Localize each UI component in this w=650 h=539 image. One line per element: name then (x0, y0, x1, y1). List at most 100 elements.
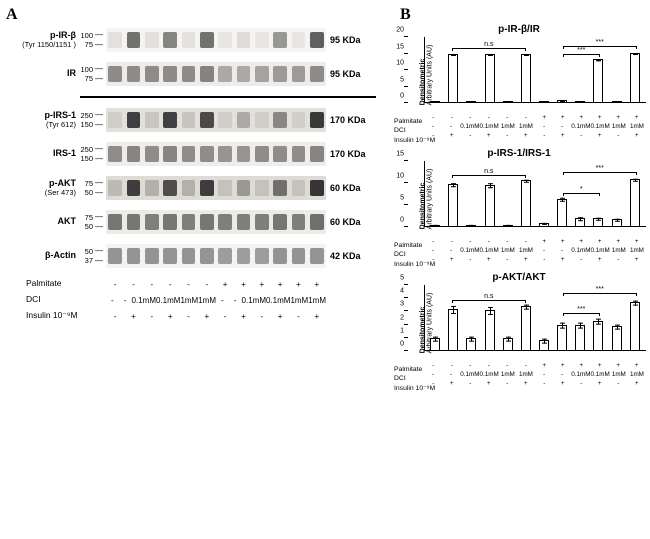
blot-band (145, 66, 159, 82)
error-bar (490, 184, 491, 188)
condition-cell: + (554, 256, 573, 263)
error-bar (598, 319, 599, 324)
blot-band (145, 32, 159, 48)
condition-cell: 0.1mM (460, 123, 479, 130)
condition-cell: - (424, 114, 443, 121)
error-bar (617, 218, 618, 222)
mw-markers: 7550 (80, 178, 106, 197)
condition-label: Palmitate (26, 278, 118, 288)
y-tick (404, 86, 408, 87)
condition-cell: - (119, 296, 132, 305)
panel-b-letter: B (394, 6, 644, 24)
chart-conditions: Palmitate------++++++DCI--0.1mM0.1mM1mM1… (424, 113, 646, 140)
condition-cell: - (609, 132, 628, 139)
chart-bar (539, 223, 549, 227)
error-bar (562, 323, 563, 328)
chart-bar (430, 225, 440, 227)
condition-cell: + (591, 132, 610, 139)
chart-title: p-IR-β/IR (394, 24, 644, 35)
chart-bars (424, 161, 646, 227)
condition-label: Insulin 10⁻⁹M (394, 136, 424, 144)
blot-band (127, 180, 141, 196)
error-bar (598, 217, 599, 221)
condition-cell: - (517, 362, 536, 369)
chart-bar (503, 101, 513, 103)
y-tick-label: 20 (392, 27, 404, 34)
condition-label: Insulin 10⁻⁹M (26, 310, 118, 321)
condition-cell: 1mM (499, 371, 517, 378)
condition-cell: 0.1mM (460, 247, 479, 254)
chart-bar (593, 59, 603, 103)
condition-cell: + (572, 114, 591, 121)
condition-cell: + (535, 362, 554, 369)
blot-band (200, 32, 214, 48)
mw-markers: 250150 (80, 110, 106, 129)
blot-band (273, 214, 287, 230)
chart-area: DensitometricArbitrary Units (AU)012345n… (408, 285, 646, 361)
blot-band (182, 66, 196, 82)
chart-bar (466, 225, 476, 227)
chart-title: p-IRS-1/IRS-1 (394, 148, 644, 159)
condition-cell: - (517, 238, 536, 245)
blot-band (163, 112, 177, 128)
significance-label: *** (590, 286, 610, 293)
blot-band (127, 66, 141, 82)
condition-cell: - (609, 380, 628, 387)
condition-cell: - (553, 247, 571, 254)
blot-band (292, 146, 306, 162)
condition-cell: + (234, 312, 252, 321)
error-bar (580, 217, 581, 221)
y-tick-label: 0 (392, 217, 404, 224)
condition-cell: + (161, 312, 179, 321)
condition-cell: - (535, 380, 554, 387)
chart-bar (466, 338, 476, 351)
significance-bracket (452, 48, 526, 49)
condition-row: Insulin 10⁻⁹M-+-+-+-+-+-+ (424, 255, 646, 264)
blot-band (163, 180, 177, 196)
condition-cell: - (535, 123, 553, 130)
blot-band (237, 146, 251, 162)
condition-cell: - (480, 238, 499, 245)
kda-label: 42 KDa (326, 251, 378, 261)
blot-band (273, 248, 287, 264)
condition-cell: 0.1mM (480, 371, 499, 378)
condition-cell: 0.1mM (480, 247, 499, 254)
condition-cell: - (143, 312, 161, 321)
condition-cell: 0.1mM (266, 296, 290, 305)
blot-band (145, 146, 159, 162)
error-bar (526, 54, 527, 56)
blot-band (273, 146, 287, 162)
condition-cell: - (498, 256, 517, 263)
condition-cell: - (498, 362, 517, 369)
condition-cell: - (424, 362, 443, 369)
condition-cell: + (591, 362, 610, 369)
blot-band (255, 146, 269, 162)
kda-label: 170 KDa (326, 115, 378, 125)
condition-row: Insulin 10⁻⁹M-+-+-+-+-+-+ (424, 379, 646, 388)
blot-band (108, 248, 122, 264)
blot-band (292, 248, 306, 264)
significance-bracket (563, 313, 600, 314)
condition-cell: + (271, 280, 289, 289)
condition-cell: - (229, 296, 242, 305)
chart-bar (503, 338, 513, 351)
condition-cell: 0.1mM (242, 296, 266, 305)
blot-band (108, 214, 122, 230)
y-tick-label: 3 (392, 301, 404, 308)
blot-band (127, 112, 141, 128)
blot-band (292, 112, 306, 128)
blot-label: p-IR-β(Tyr 1150/1151 ) (6, 31, 80, 48)
condition-cell: + (554, 132, 573, 139)
significance-bracket (563, 172, 637, 173)
blot-band (237, 112, 251, 128)
error-bar (453, 183, 454, 187)
error-bar (508, 225, 509, 227)
y-tick (404, 160, 408, 161)
blot-band (292, 180, 306, 196)
condition-cell: + (609, 238, 628, 245)
kda-label: 95 KDa (326, 69, 378, 79)
condition-cell: + (628, 132, 647, 139)
blot-band (182, 146, 196, 162)
blot-band (163, 214, 177, 230)
y-tick (404, 69, 408, 70)
